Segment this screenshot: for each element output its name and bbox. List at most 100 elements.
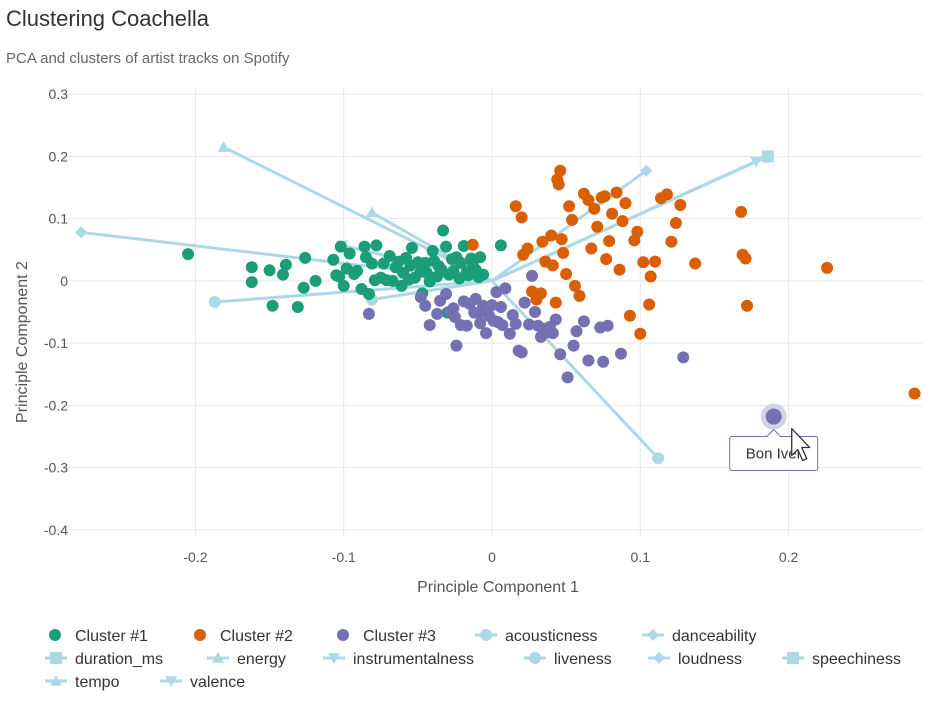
loading-marker-danceability bbox=[640, 164, 653, 177]
legend-label: speechiness bbox=[812, 651, 901, 668]
legend-marker-circle bbox=[194, 629, 206, 641]
cluster-3-point bbox=[570, 325, 583, 338]
loading-marker-valence bbox=[749, 156, 762, 168]
cluster-3-point bbox=[561, 371, 574, 384]
cluster-1-point bbox=[276, 268, 289, 281]
y-tick-label: 0.3 bbox=[49, 86, 69, 102]
legend-item-cluster-2: Cluster #2 bbox=[194, 628, 293, 645]
cluster-3-point bbox=[480, 327, 493, 340]
legend-label: tempo bbox=[75, 674, 120, 691]
y-tick-label: 0.2 bbox=[49, 148, 69, 164]
cluster-2-point bbox=[600, 253, 613, 266]
cluster-2-point bbox=[631, 225, 644, 238]
legend-marker bbox=[480, 629, 492, 641]
y-tick-label: -0.4 bbox=[44, 522, 68, 538]
cluster-2-point bbox=[546, 259, 559, 272]
cluster-3-point bbox=[615, 347, 627, 360]
cluster-1-point bbox=[333, 270, 346, 283]
chart-title: Clustering Coachella bbox=[6, 6, 209, 31]
cluster-1-point bbox=[279, 258, 292, 271]
cluster-1-point bbox=[386, 274, 399, 287]
legend-marker bbox=[647, 629, 659, 641]
y-tick-label: 0.1 bbox=[49, 211, 69, 227]
cluster-3-point bbox=[526, 269, 539, 282]
legend-marker bbox=[787, 652, 799, 664]
legend-marker-circle bbox=[49, 629, 61, 641]
legend-label: duration_ms bbox=[75, 651, 163, 668]
legend-item-liveness: liveness bbox=[524, 651, 612, 668]
cluster-2-point bbox=[644, 270, 657, 283]
cluster-2-point bbox=[515, 211, 528, 224]
loading-marker-acousticness bbox=[652, 452, 665, 465]
legend-label: danceability bbox=[672, 628, 757, 645]
cluster-1-point bbox=[365, 257, 378, 270]
y-tick-label: -0.1 bbox=[44, 335, 68, 351]
cluster-1-point bbox=[474, 251, 487, 264]
cluster-3-point bbox=[529, 306, 541, 318]
cluster-1-point bbox=[291, 301, 304, 314]
cluster-2-point bbox=[821, 261, 834, 274]
mouse-pointer-icon bbox=[791, 427, 811, 462]
cluster-1-point bbox=[245, 276, 258, 289]
cluster-2-point bbox=[634, 327, 647, 340]
cluster-2-point bbox=[563, 200, 576, 213]
legend-item-duration-ms: duration_ms bbox=[45, 651, 163, 668]
cluster-1-point bbox=[426, 245, 439, 258]
legend-label: Cluster #3 bbox=[363, 628, 436, 645]
cluster-2-point bbox=[582, 194, 595, 206]
cluster-1-point bbox=[437, 224, 450, 237]
cluster-2-point bbox=[606, 207, 619, 220]
cluster-2-point bbox=[735, 205, 748, 218]
legend-marker bbox=[529, 652, 541, 664]
cluster-3-point bbox=[419, 299, 432, 312]
loading-line-acousticness bbox=[214, 279, 493, 304]
cluster-2-point bbox=[741, 299, 754, 312]
cluster-3-point bbox=[554, 348, 567, 361]
cluster-2-point bbox=[521, 242, 534, 255]
cluster-2-point bbox=[536, 235, 549, 248]
legend-item-acousticness: acousticness bbox=[475, 628, 598, 645]
legend: Cluster #1 Cluster #2 Cluster #3 acousticne… bbox=[45, 628, 901, 691]
cluster-1-point bbox=[405, 241, 418, 254]
cluster-3-point bbox=[582, 354, 595, 367]
cluster-2-point bbox=[616, 215, 629, 228]
cluster-2-point bbox=[545, 229, 558, 242]
cluster-2-point bbox=[603, 235, 616, 248]
cluster-1-point bbox=[358, 240, 371, 253]
cluster-3-point bbox=[549, 313, 562, 326]
cluster-1-point bbox=[299, 251, 312, 264]
cluster-3-point bbox=[486, 299, 498, 312]
cluster-2-point bbox=[588, 202, 601, 215]
highlight-point bbox=[765, 408, 782, 425]
cluster-2-point bbox=[591, 220, 604, 233]
x-tick-label: -0.2 bbox=[183, 549, 207, 565]
x-axis-title: Principle Component 1 bbox=[417, 579, 579, 596]
cluster-3-point bbox=[362, 307, 375, 320]
x-tick-label: -0.1 bbox=[332, 549, 356, 565]
cluster-3-point bbox=[494, 301, 507, 314]
cluster-2-point bbox=[534, 287, 547, 300]
loading-marker-tempo bbox=[365, 206, 378, 218]
cluster-points bbox=[182, 164, 921, 400]
cluster-3-point bbox=[509, 317, 522, 330]
legend-item-loudness: loudness bbox=[648, 651, 742, 668]
loading-marker-energy bbox=[217, 141, 230, 152]
chart-subtitle: PCA and clusters of artist tracks on Spo… bbox=[6, 50, 290, 67]
cluster-2-point bbox=[619, 197, 632, 210]
cluster-2-point bbox=[623, 309, 636, 322]
cluster-1-point bbox=[334, 240, 347, 253]
legend-item-danceability: danceability bbox=[642, 628, 757, 645]
cluster-3-point bbox=[477, 299, 490, 312]
x-tick-labels: -0.2 -0.1 0 0.1 0.2 bbox=[183, 549, 798, 565]
y-tick-label: -0.3 bbox=[44, 460, 68, 476]
cluster-3-point bbox=[474, 317, 487, 330]
x-tick-label: 0.1 bbox=[631, 549, 651, 565]
cluster-1-point bbox=[383, 250, 396, 262]
loading-marker-loudness bbox=[75, 226, 88, 239]
legend-label: acousticness bbox=[505, 628, 598, 645]
cluster-1-point bbox=[297, 281, 310, 294]
legend-marker bbox=[653, 652, 665, 664]
cluster-1-point bbox=[370, 239, 383, 252]
